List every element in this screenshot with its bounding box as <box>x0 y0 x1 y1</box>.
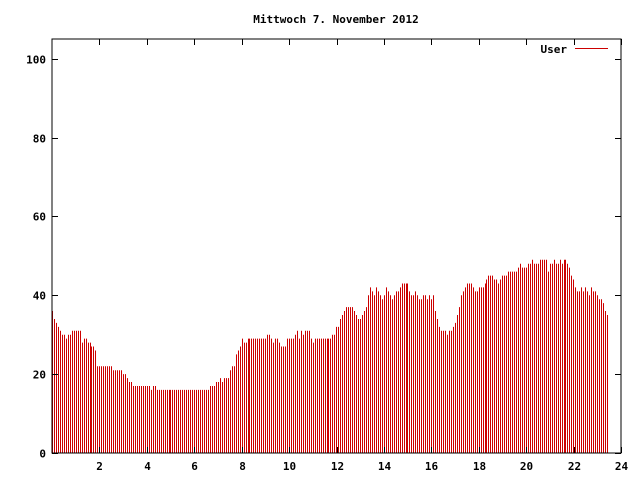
x-tick-label: 10 <box>283 460 296 473</box>
x-tick-label: 22 <box>568 460 581 473</box>
x-tick-label: 12 <box>331 460 344 473</box>
y-tick-label: 20 <box>33 369 46 382</box>
y-tick-label: 60 <box>33 211 46 224</box>
x-tick-label: 4 <box>144 460 151 473</box>
y-tick-label: 40 <box>33 290 46 303</box>
y-tick-label: 100 <box>26 54 46 67</box>
y-tick-label: 80 <box>33 133 46 146</box>
bars-layer <box>52 259 608 453</box>
legend-label: User <box>541 43 568 56</box>
x-tick-label: 2 <box>96 460 103 473</box>
x-tick-label: 6 <box>191 460 198 473</box>
x-tick-label: 8 <box>239 460 246 473</box>
plot-frame <box>51 38 622 454</box>
x-tick-label: 14 <box>378 460 392 473</box>
x-tick-label: 24 <box>615 460 629 473</box>
y-tick-label: 0 <box>39 448 46 461</box>
x-tick-label: 20 <box>520 460 533 473</box>
chart-title: Mittwoch 7. November 2012 <box>253 13 419 26</box>
legend: User <box>541 43 608 56</box>
x-tick-label: 18 <box>473 460 486 473</box>
x-tick-label: 16 <box>425 460 439 473</box>
